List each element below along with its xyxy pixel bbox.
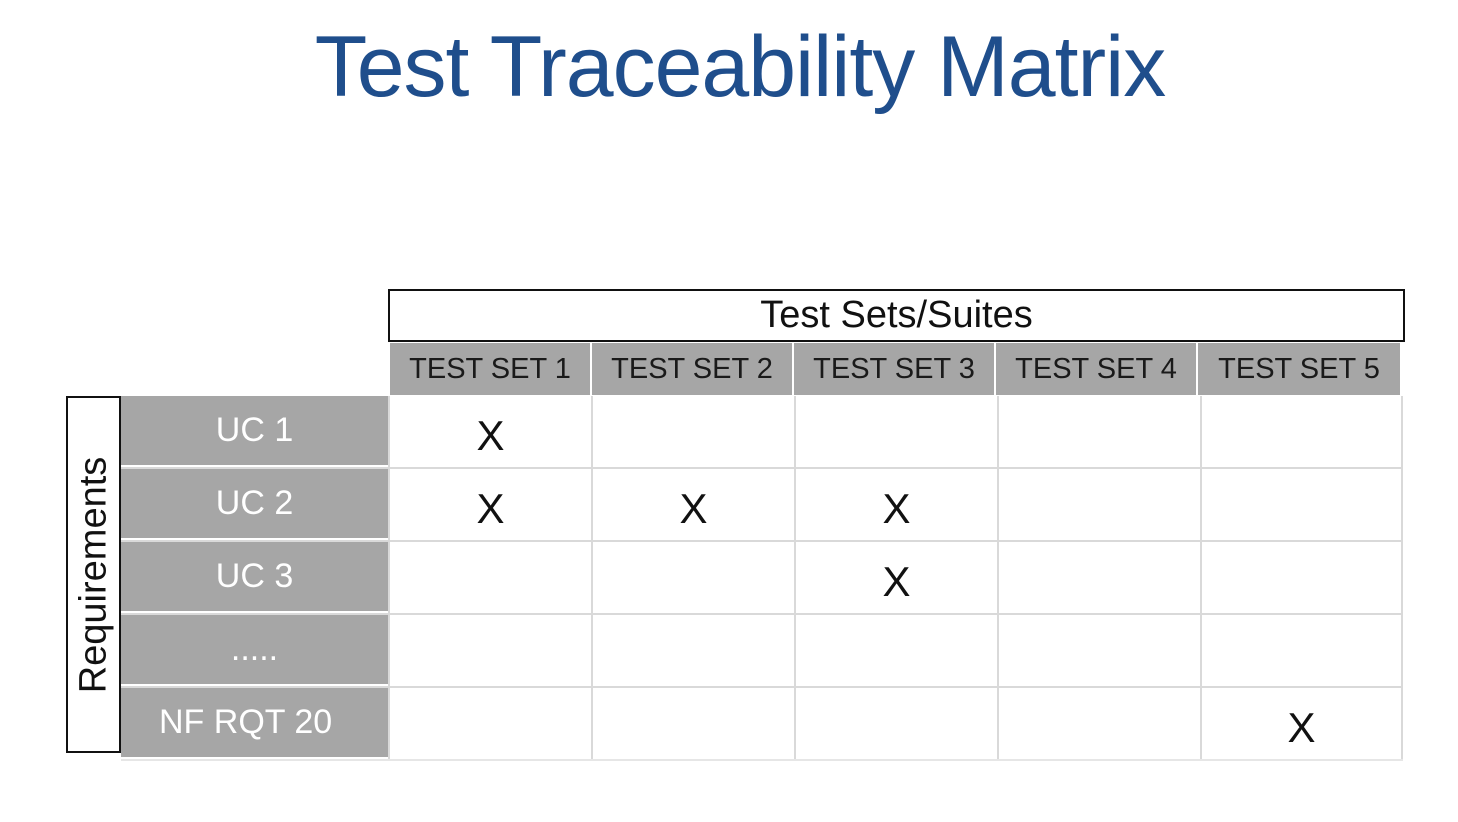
row-header-uc-1: UC 1 — [121, 396, 388, 467]
matrix-row-uc-3: UC 3 X — [121, 542, 1403, 615]
matrix-cell — [388, 615, 591, 686]
matrix-cell: X — [794, 469, 997, 540]
matrix-cell — [1200, 469, 1403, 540]
row-header-uc-3: UC 3 — [121, 542, 388, 613]
matrix-cell: X — [388, 396, 591, 467]
matrix-row-ellipsis: ..... — [121, 615, 1403, 688]
matrix-cell — [591, 615, 794, 686]
page-title: Test Traceability Matrix — [314, 19, 1167, 115]
traceability-matrix: UC 1 X UC 2 X X X UC 3 X ..... NF RQT 20 — [121, 396, 1403, 761]
column-header-test-set-2: TEST SET 2 — [592, 343, 794, 395]
matrix-row-nf-rqt-20: NF RQT 20 X — [121, 688, 1403, 761]
row-header-nf-rqt-20: NF RQT 20 — [121, 688, 388, 759]
matrix-cell: X — [388, 469, 591, 540]
column-header-test-set-5: TEST SET 5 — [1198, 343, 1400, 395]
test-suites-group-label: Test Sets/Suites — [760, 294, 1033, 336]
test-suites-group-header: Test Sets/Suites — [388, 289, 1405, 342]
matrix-cell — [997, 615, 1200, 686]
matrix-row-uc-1: UC 1 X — [121, 396, 1403, 469]
matrix-row-uc-2: UC 2 X X X — [121, 469, 1403, 542]
matrix-cell — [591, 542, 794, 613]
matrix-cell — [794, 396, 997, 467]
matrix-cell — [591, 396, 794, 467]
matrix-cell — [1200, 615, 1403, 686]
requirements-group-label: Requirements — [72, 456, 114, 693]
matrix-cell — [1200, 396, 1403, 467]
row-header-uc-2: UC 2 — [121, 469, 388, 540]
matrix-cell — [1200, 542, 1403, 613]
matrix-cell: X — [794, 542, 997, 613]
matrix-cell — [794, 688, 997, 759]
requirements-group-header: Requirements — [66, 396, 121, 753]
column-header-test-set-3: TEST SET 3 — [794, 343, 996, 395]
matrix-cell — [997, 542, 1200, 613]
column-header-test-set-4: TEST SET 4 — [996, 343, 1198, 395]
matrix-cell — [388, 542, 591, 613]
matrix-cell — [997, 396, 1200, 467]
column-headers: TEST SET 1 TEST SET 2 TEST SET 3 TEST SE… — [390, 343, 1400, 395]
matrix-cell: X — [591, 469, 794, 540]
matrix-cell — [997, 688, 1200, 759]
matrix-cell — [388, 688, 591, 759]
matrix-cell — [591, 688, 794, 759]
column-header-test-set-1: TEST SET 1 — [390, 343, 592, 395]
matrix-cell: X — [1200, 688, 1403, 759]
row-header-ellipsis: ..... — [121, 615, 388, 686]
matrix-cell — [794, 615, 997, 686]
matrix-cell — [997, 469, 1200, 540]
